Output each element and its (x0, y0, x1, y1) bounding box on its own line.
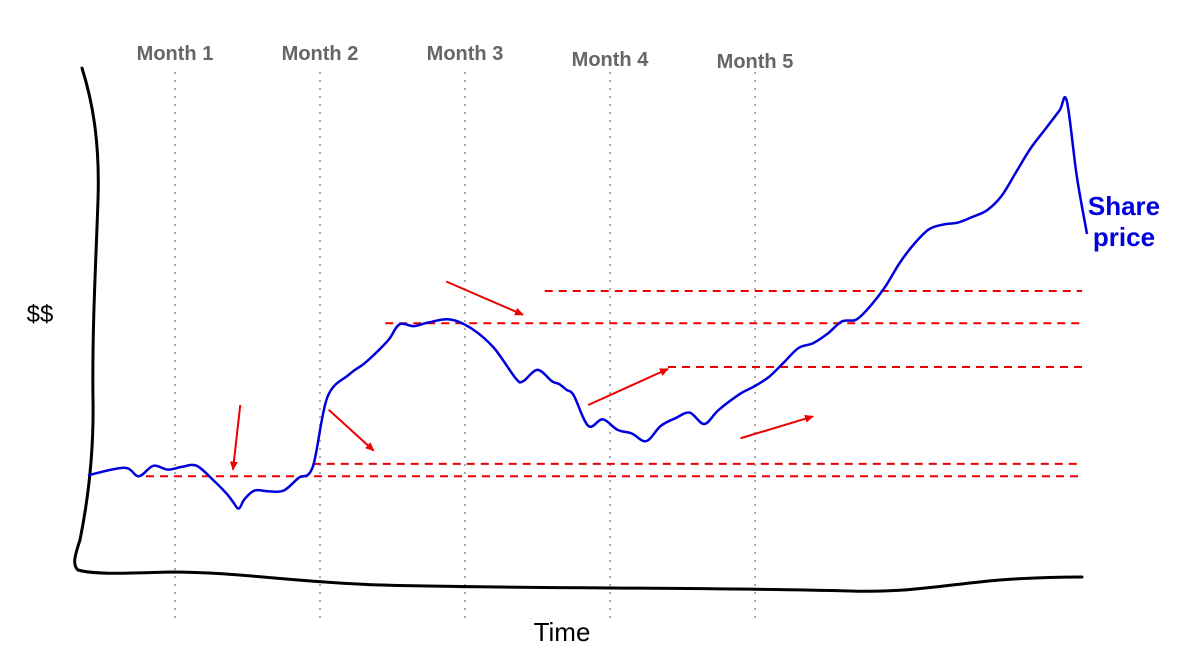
y-axis (73, 66, 100, 572)
series-group (87, 95, 1089, 510)
series-line (87, 95, 1089, 510)
month-label: Month 3 (427, 43, 504, 65)
month-label: Month 2 (282, 43, 359, 65)
x-axis (76, 568, 1084, 593)
series-label-line: Share (1088, 191, 1160, 221)
reference-lines (146, 290, 1082, 478)
month-gridlines (174, 72, 756, 622)
series-label-line: price (1093, 222, 1155, 252)
month-label: Month 1 (137, 43, 214, 65)
series-label: Share price (1088, 191, 1160, 252)
month-labels: Month 1 Month 2 Month 3 Month 4 Month 5 (137, 43, 794, 73)
arrow (445, 280, 524, 316)
y-axis-label: $$ (27, 301, 54, 328)
month-label: Month 4 (572, 49, 650, 71)
arrow (740, 414, 814, 440)
arrows (229, 280, 814, 471)
x-axis-label: Time (534, 617, 591, 647)
arrow (328, 409, 375, 452)
arrow (229, 404, 242, 471)
month-label: Month 5 (717, 51, 794, 73)
arrow (587, 367, 669, 406)
